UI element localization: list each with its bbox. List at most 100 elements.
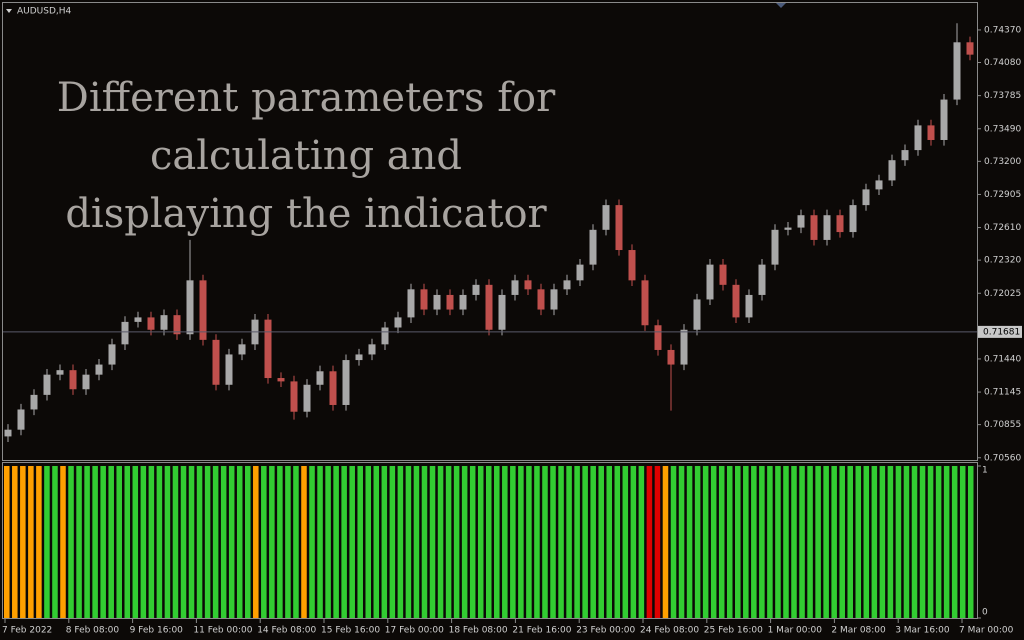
indicator-bar — [919, 466, 926, 618]
candle-body — [901, 150, 909, 161]
indicator-bar — [325, 466, 331, 618]
indicator-bar — [510, 466, 516, 618]
indicator-bar — [60, 466, 66, 618]
x-tick-label: 3 Mar 16:00 — [895, 626, 950, 636]
candle-body — [914, 125, 922, 151]
candle-body — [771, 229, 779, 265]
x-tick-label: 7 Mar 00:00 — [959, 626, 1014, 636]
indicator-bar — [212, 466, 219, 618]
candle-body — [134, 317, 142, 322]
indicator-bar — [935, 466, 942, 618]
y-tick-label: 0.72025 — [984, 289, 1021, 299]
indicator-bar — [429, 466, 436, 618]
menu-arrow[interactable] — [6, 9, 12, 13]
x-tick-label: 21 Feb 16:00 — [512, 626, 571, 636]
indicator-bar — [196, 466, 203, 618]
indicator-bar — [614, 466, 621, 618]
candle-body — [797, 215, 805, 228]
candle-body — [927, 125, 935, 140]
indicator-bar — [116, 466, 122, 618]
indicator-bar — [172, 466, 179, 618]
indicator-bar — [751, 466, 757, 618]
x-tick-label: 23 Feb 00:00 — [576, 626, 635, 636]
candle-body — [589, 229, 597, 265]
y-tick-label: 0.70560 — [984, 453, 1021, 463]
candle-body — [823, 215, 831, 240]
x-tick-label: 11 Feb 00:00 — [193, 626, 252, 636]
candle-body — [186, 280, 194, 335]
indicator-bar — [4, 466, 10, 618]
candle-body — [472, 284, 480, 295]
candle-body — [563, 280, 571, 290]
candle-body — [615, 205, 623, 251]
candle-body — [316, 371, 324, 385]
candle-body — [654, 325, 662, 350]
indicator-bar — [333, 466, 339, 618]
indicator-bar — [526, 466, 532, 618]
indicator-bar — [558, 466, 564, 618]
candle-body — [511, 280, 519, 295]
candle-body — [108, 344, 116, 365]
candle-body — [810, 215, 818, 240]
indicator-bar — [911, 466, 918, 618]
candle-body — [940, 99, 948, 140]
candle-body — [524, 280, 532, 290]
indicator-bar — [710, 466, 717, 618]
x-tick-label: 14 Feb 08:00 — [257, 626, 316, 636]
indicator-bar — [871, 466, 878, 618]
candle-body — [30, 394, 38, 410]
indicator-bar — [261, 466, 267, 618]
indicator-bar — [301, 466, 307, 618]
indicator-bar — [20, 466, 26, 618]
indicator-bar — [550, 466, 556, 618]
indicator-bar — [566, 466, 572, 618]
overlay-text: calculating and — [150, 133, 462, 179]
indicator-bar — [815, 466, 821, 618]
y-tick-label: 1 — [982, 466, 988, 476]
candle-body — [784, 227, 792, 230]
y-tick-label: 0.72905 — [984, 190, 1021, 200]
indicator-bar — [887, 466, 894, 618]
candle-body — [849, 205, 857, 233]
candle-body — [433, 294, 441, 310]
candle-body — [641, 280, 649, 326]
indicator-bar — [44, 466, 50, 618]
indicator-bar — [309, 466, 315, 618]
candle-body — [667, 349, 675, 365]
indicator-bar — [413, 466, 420, 618]
indicator-bar — [847, 466, 854, 618]
y-tick-label: 0.74080 — [984, 58, 1021, 68]
indicator-bar — [285, 466, 291, 618]
indicator-bar — [76, 466, 82, 618]
indicator-bar — [502, 466, 508, 618]
indicator-bar — [895, 466, 902, 618]
indicator-bar — [236, 466, 243, 618]
indicator-bar — [598, 466, 604, 618]
indicator-bar — [791, 466, 797, 618]
indicator-bar — [855, 466, 862, 618]
indicator-bar — [477, 466, 484, 618]
indicator-bar — [943, 466, 950, 618]
candle-body — [459, 294, 467, 310]
indicator-bar — [405, 466, 412, 618]
candle-body — [277, 378, 285, 382]
indicator-bar — [654, 466, 661, 618]
indicator-bar — [735, 466, 741, 618]
y-tick-label: 0.71145 — [984, 388, 1021, 398]
indicator-bar — [92, 466, 98, 618]
candle-body — [719, 264, 727, 285]
candle-body — [537, 289, 545, 310]
x-tick-label: 1 Mar 00:00 — [768, 626, 823, 636]
current-price-label: 0.71681 — [983, 327, 1020, 337]
indicator-bar — [28, 466, 34, 618]
indicator-bar — [341, 466, 347, 618]
indicator-bar — [445, 466, 452, 618]
indicator-bar — [646, 466, 653, 618]
indicator-bar — [357, 466, 363, 618]
indicator-bar — [670, 466, 677, 618]
indicator-bar — [469, 466, 476, 618]
indicator-bar — [156, 466, 163, 618]
candle-body — [407, 289, 415, 318]
indicator-bar — [702, 466, 709, 618]
indicator-bar — [863, 466, 870, 618]
